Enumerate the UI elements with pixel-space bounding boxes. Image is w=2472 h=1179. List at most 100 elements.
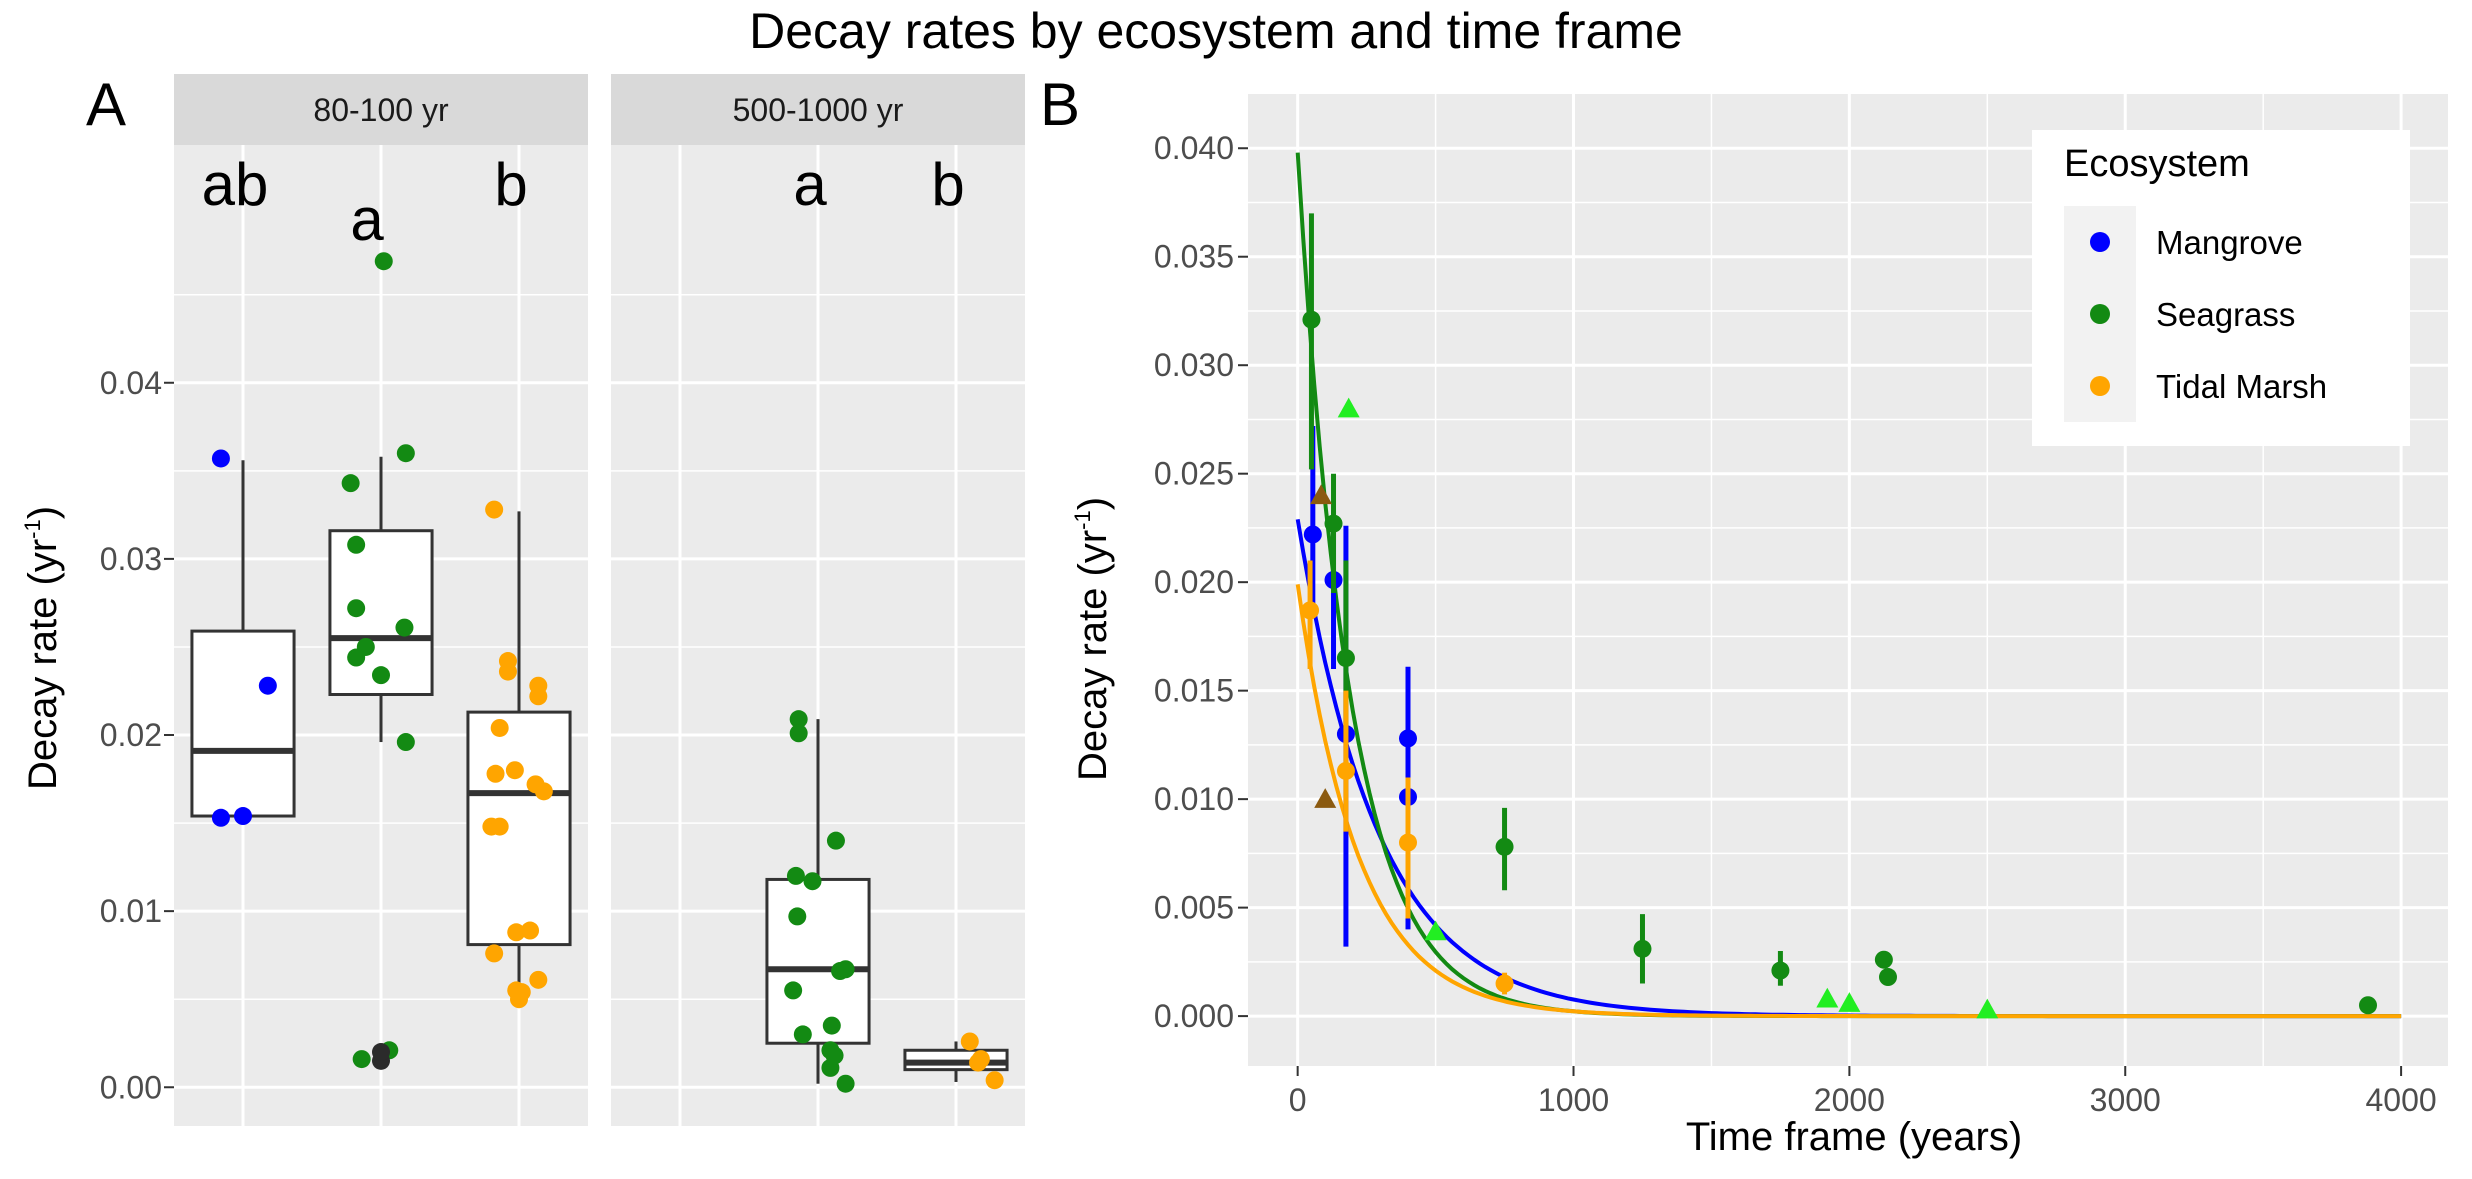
panel-b-y-tick-label: 0.020 [1154, 564, 1234, 600]
panel-a-data-point [347, 648, 366, 667]
panel-b-triangle-marker [1337, 397, 1360, 418]
panel-b-x-tick-label: 2000 [1814, 1082, 1885, 1118]
panel-a-box [765, 877, 871, 1045]
panel-b-tag: B [1040, 71, 1080, 138]
panel-a-data-point [786, 866, 805, 885]
panel-b-data-point [1495, 974, 1514, 993]
panel-b-triangle-marker [1314, 788, 1337, 808]
panel-a-data-point [258, 676, 277, 695]
panel-a-data-point [507, 923, 526, 942]
panel-b-legend-swatch [2090, 304, 2110, 324]
panel-a-data-point [485, 944, 504, 963]
panel-a-box [190, 629, 296, 818]
panel-a-data-point [784, 981, 803, 1000]
panel-a-data-point [789, 710, 808, 729]
panel-a-data-point [396, 444, 415, 463]
panel-b-data-point [1303, 525, 1322, 544]
panel-b-data-point [1879, 968, 1897, 987]
panel-a-ylabel-text: Decay rate (yr [21, 539, 65, 790]
panel-b-y-tick-label: 0.040 [1154, 130, 1234, 166]
panel-a-significance-letter: a [350, 186, 384, 253]
panel-a-data-point [960, 1032, 979, 1051]
panel-b-y-tick-label: 0.025 [1154, 456, 1234, 492]
panel-a-y-tick-label: 0.00 [100, 1069, 162, 1105]
panel-b-data-point [1399, 729, 1417, 748]
panel-b-data-point [1399, 833, 1417, 852]
panel-b: 0 1000 2000 3000 4000 0.000 0.005 0.010 0.015 0.0… [1154, 94, 2448, 1118]
panel-b-x-tick-label: 3000 [2090, 1082, 2161, 1118]
panel-a-y-tick-label: 0.04 [100, 365, 162, 401]
panel-a-significance-letter: ab [202, 151, 269, 218]
panel-b-ylabel-text: Decay rate (yr [1071, 530, 1115, 781]
panel-a-y-tick-label: 0.03 [100, 541, 162, 577]
panel-b-x-tick-label: 4000 [2366, 1082, 2437, 1118]
panel-b-data-point [1495, 837, 1514, 856]
panel-a-data-point [211, 449, 230, 468]
panel-a-data-point [512, 983, 531, 1002]
panel-b-data-point [2359, 996, 2377, 1015]
panel-a-y-tick-label: 0.01 [100, 893, 162, 929]
panel-a-y-axis-title: Decay rate (yr-1) [20, 506, 65, 790]
panel-a-data-point [498, 662, 517, 681]
panel-b-legend-label: Tidal Marsh [2156, 368, 2327, 405]
panel-b-x-tick-label: 0 [1289, 1082, 1307, 1118]
panel-b-ylabel-exponent: -1 [1070, 510, 1095, 530]
panel-a-data-point [347, 535, 366, 554]
panel-b-fitted-curve [1295, 584, 2402, 1019]
panel-a-data-point [529, 970, 548, 989]
panel-b-triangle-marker [1310, 484, 1333, 505]
panel-a-data-point [534, 782, 553, 801]
panel-a-data-point [395, 618, 414, 637]
panel-a-data-point [234, 807, 252, 826]
panel-b-data-point [1633, 939, 1652, 958]
panel-b-ylabel-close: ) [1071, 497, 1115, 510]
panel-b-y-tick-label: 0.005 [1154, 890, 1234, 926]
panel-a-data-point [486, 764, 505, 783]
panel-b-y-axis-title: Decay rate (yr-1) [1070, 497, 1115, 781]
panel-b-data-point [1302, 310, 1321, 329]
panel-a-facet-strip [611, 74, 1025, 145]
panel-a-data-point [490, 718, 509, 737]
panel-a-data-point [341, 474, 360, 493]
panel-b-data-point [1324, 514, 1343, 533]
panel-b-triangle-marker [1424, 920, 1447, 941]
panel-a-ylabel-exponent: -1 [20, 519, 45, 539]
panel-b-x-tick-label: 1000 [1538, 1082, 1609, 1118]
panel-b-x-axis-title: Time frame (years) [1686, 1115, 2022, 1159]
panel-a-data-point [836, 1074, 855, 1093]
panel-b-data-point [1874, 950, 1893, 969]
panel-a-data-point [985, 1071, 1004, 1090]
panel-a-data-point [347, 599, 366, 618]
panel-a-data-point [793, 1025, 812, 1044]
panel-a-data-point [803, 872, 822, 891]
panel-a-y-tick-label: 0.02 [100, 717, 162, 753]
panel-b-y-tick-label: 0.000 [1154, 998, 1234, 1034]
panel-a-facet-strip [174, 74, 588, 145]
panel-b-y-tick-label: 0.030 [1154, 347, 1234, 383]
panel-a-data-point-dark [372, 1043, 390, 1062]
panel-b-legend-label: Seagrass [2156, 296, 2295, 333]
panel-b-triangle-marker [1816, 987, 1839, 1008]
svg-text:Decay rate (yr-1): Decay rate (yr-1) [20, 506, 65, 790]
panel-a-data-point [505, 761, 524, 780]
panel-b-data-point [1336, 761, 1355, 780]
panel-a-data-point [372, 666, 390, 685]
panel-a-data-point [822, 1016, 841, 1035]
panel-a-significance-letter: a [793, 151, 827, 218]
panel-a-facet: 500-1000 yr a b [611, 74, 1025, 1126]
panel-a-ylabel-close: ) [21, 506, 65, 519]
panel-b-data-point [1336, 649, 1355, 668]
panel-b-legend-label: Mangrove [2156, 224, 2303, 261]
panel-b-y-tick-label: 0.010 [1154, 781, 1234, 817]
panel-b-y-tick-label: 0.015 [1154, 673, 1234, 709]
panel-a-data-point [521, 921, 540, 940]
panel-a-data-point [374, 252, 393, 271]
panel-a-data-point [788, 907, 807, 926]
panel-b-legend: Ecosystem Mangrove Seagrass Tidal Marsh [2032, 130, 2410, 446]
panel-a-data-point [789, 724, 808, 743]
panel-a-data-point [826, 831, 845, 850]
panel-a-tag: A [86, 71, 126, 138]
panel-a-data-point [485, 500, 504, 519]
